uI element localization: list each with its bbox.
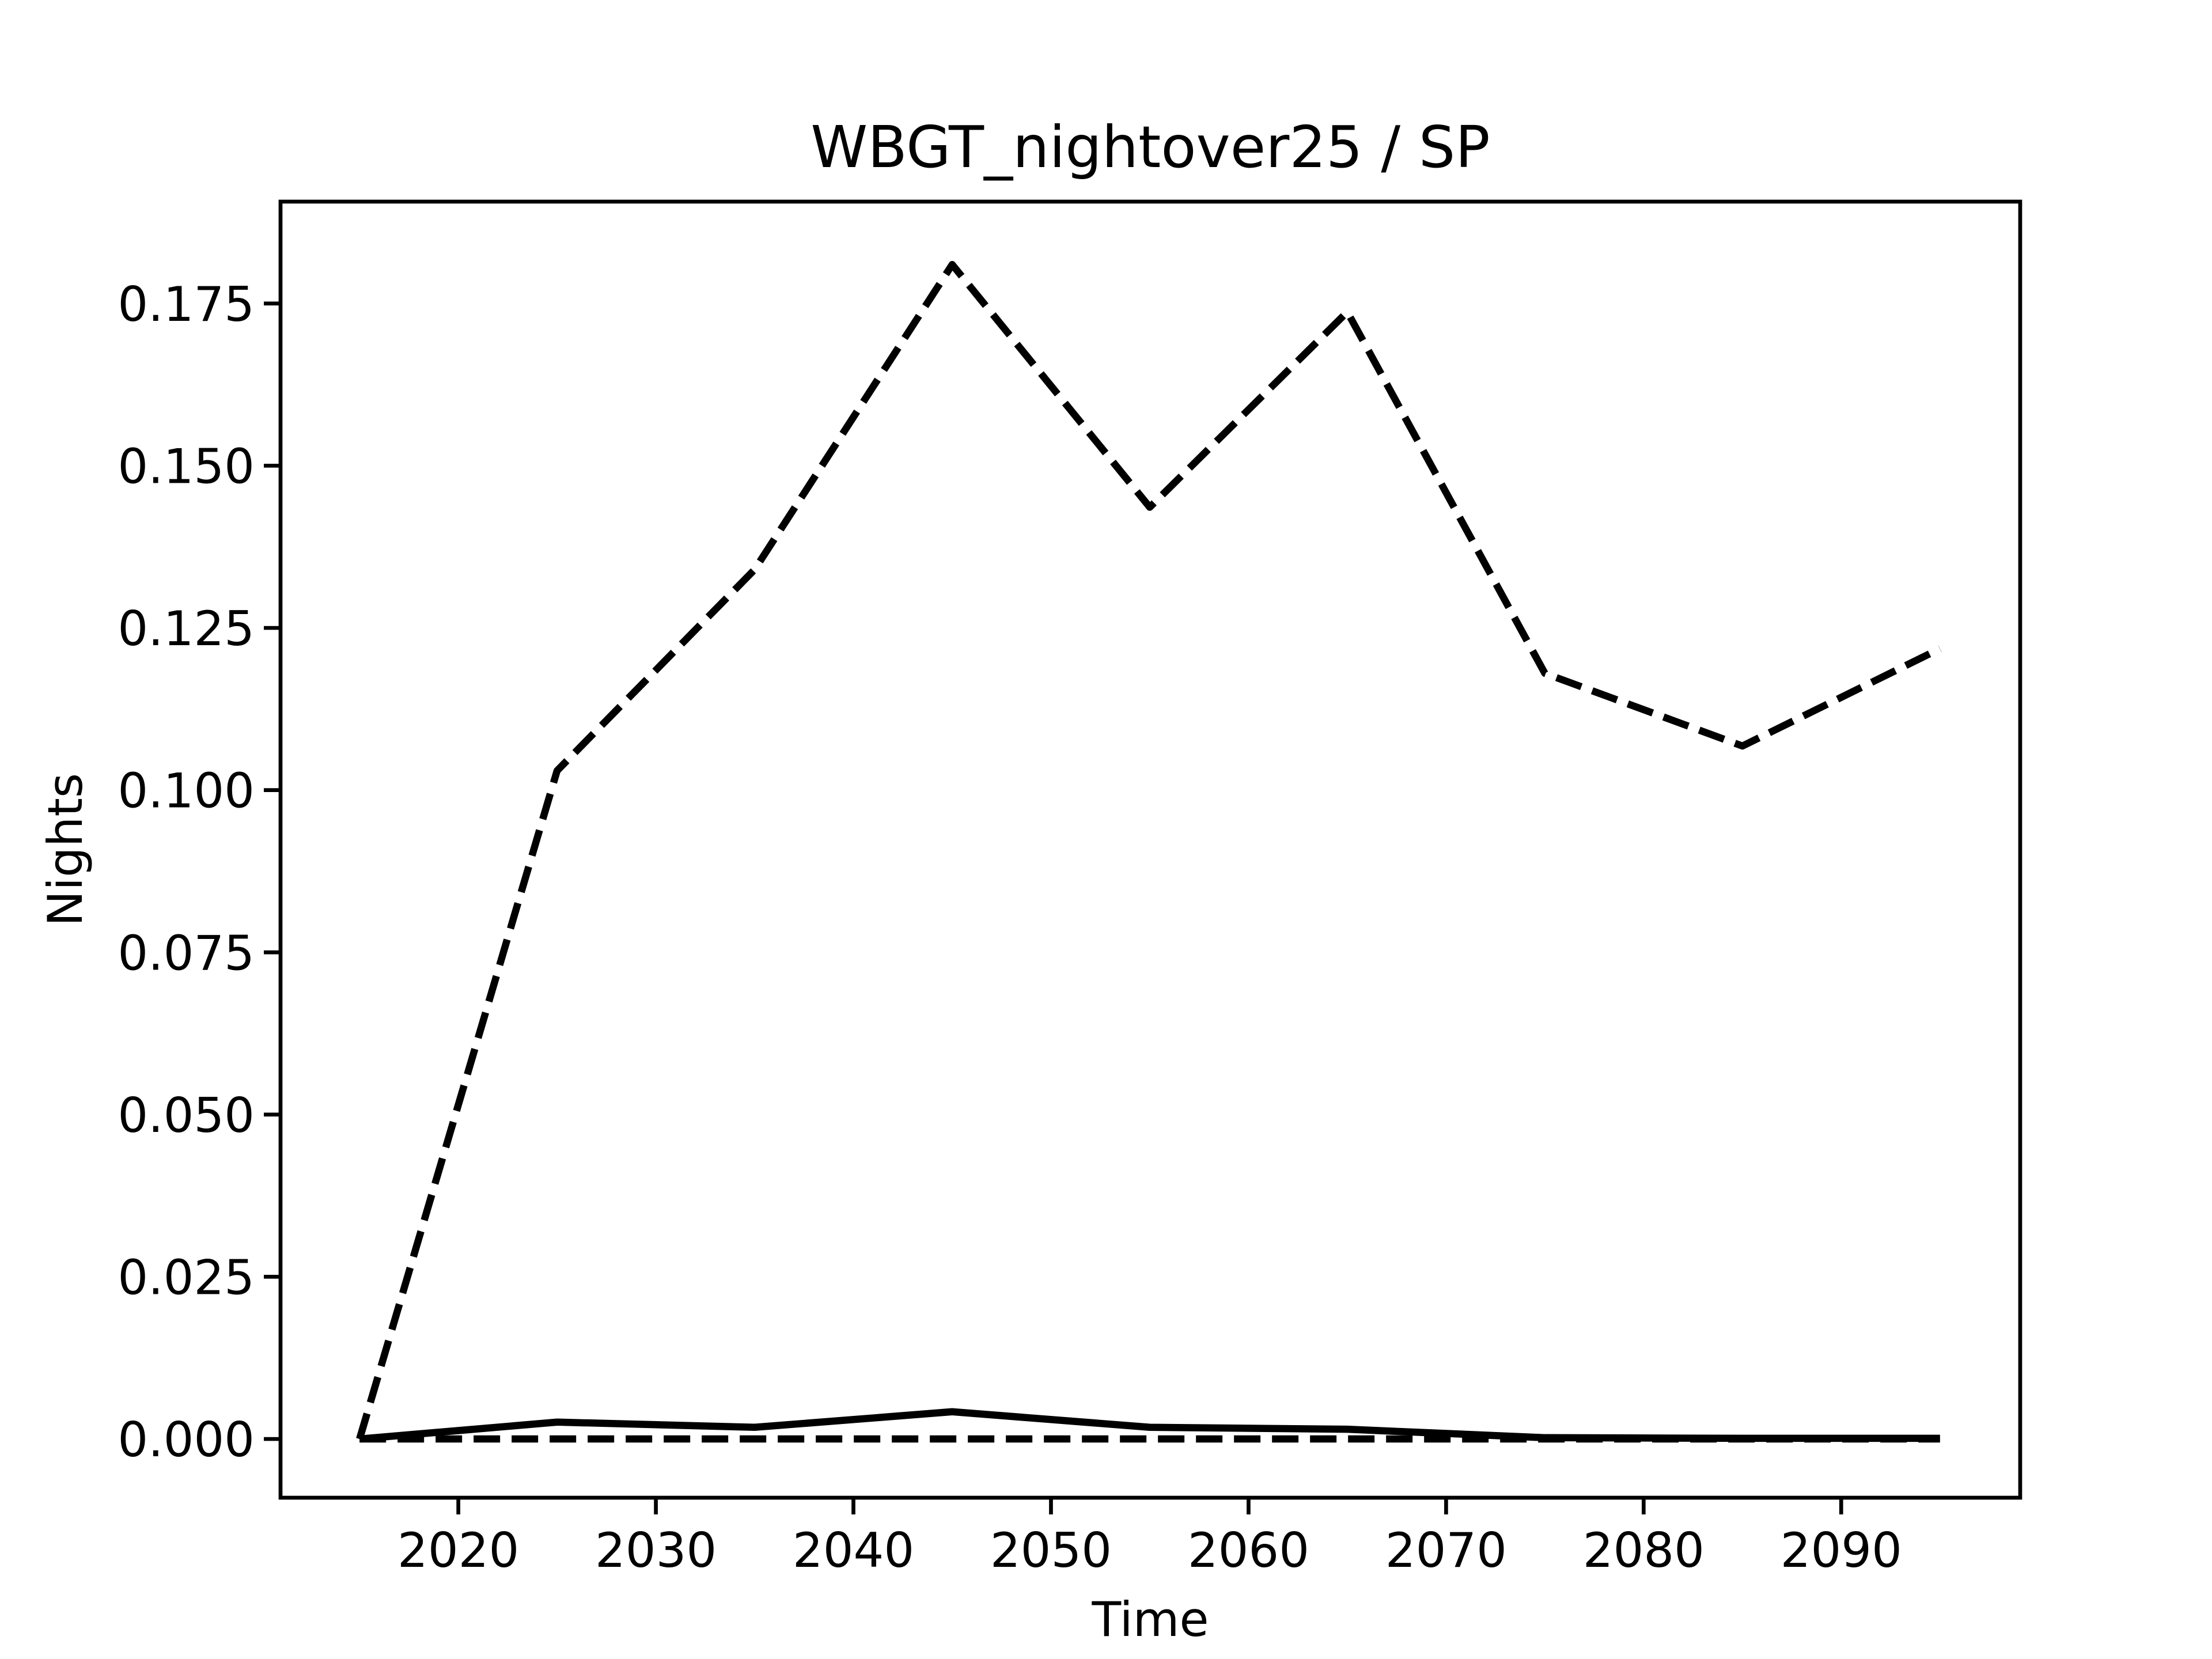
x-tick-label: 2090 <box>1781 1522 1902 1578</box>
x-tick-label: 2050 <box>990 1522 1112 1578</box>
y-tick-label: 0.125 <box>118 601 255 657</box>
x-tick-label: 2030 <box>595 1522 717 1578</box>
y-tick-label: 0.050 <box>118 1088 255 1143</box>
y-tick-label: 0.025 <box>118 1249 255 1305</box>
line-series <box>356 261 1942 1440</box>
x-tick-label: 2080 <box>1583 1522 1705 1578</box>
line-series <box>359 1408 1940 1443</box>
x-tick-label: 2020 <box>397 1522 519 1578</box>
y-tick-label: 0.100 <box>118 763 255 819</box>
y-axis-label: Nights <box>37 773 93 926</box>
x-tick-label: 2040 <box>793 1522 914 1578</box>
y-tick-label: 0.075 <box>118 925 255 981</box>
chart-title: WBGT_nightover25 / SP <box>810 113 1490 181</box>
x-axis-label: Time <box>1091 1592 1209 1647</box>
x-tick-label: 2060 <box>1188 1522 1309 1578</box>
y-tick-label: 0.150 <box>118 438 255 494</box>
plot-frame <box>278 199 2022 1500</box>
y-tick-label: 0.000 <box>118 1412 255 1468</box>
y-tick-label: 0.175 <box>118 276 255 332</box>
x-tick-label: 2070 <box>1385 1522 1507 1578</box>
